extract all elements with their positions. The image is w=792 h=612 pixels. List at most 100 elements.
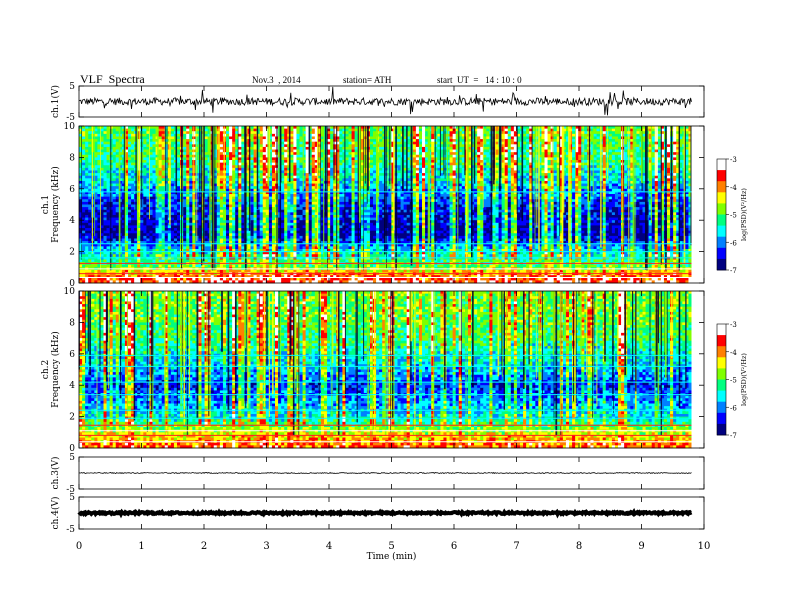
heatmap-cell (79, 144, 82, 147)
heatmap-cell (352, 150, 355, 153)
heatmap-cell (91, 144, 94, 147)
heatmap-cell (685, 142, 688, 145)
heatmap-cell (413, 147, 416, 150)
heatmap-cell (339, 131, 342, 134)
heatmap-cell (554, 139, 557, 142)
heatmap-cell (107, 142, 110, 145)
heatmap-cell (636, 139, 639, 142)
heatmap-cell (186, 139, 189, 142)
heatmap-cell (413, 142, 416, 145)
heatmap-cell (254, 129, 257, 132)
heatmap-cell (572, 131, 575, 134)
heatmap-cell (296, 136, 299, 139)
heatmap-cell (655, 147, 658, 150)
heatmap-cell (143, 150, 146, 153)
heatmap-cell (636, 136, 639, 139)
heatmap-cell (526, 126, 529, 129)
heatmap-cell (349, 142, 352, 145)
heatmap-cell (398, 147, 401, 150)
heatmap-cell (296, 139, 299, 142)
heatmap-cell (177, 129, 180, 132)
heatmap-cell (667, 150, 670, 153)
heatmap-cell (162, 139, 165, 142)
heatmap-cell (597, 147, 600, 150)
heatmap-cell (440, 134, 443, 137)
heatmap-cell (290, 150, 293, 153)
heatmap-cell (652, 147, 655, 150)
heatmap-cell (290, 142, 293, 145)
heatmap-cell (526, 147, 529, 150)
heatmap-cell (220, 150, 223, 153)
heatmap-cell (214, 144, 217, 147)
heatmap-cell (153, 142, 156, 145)
heatmap-cell (104, 152, 107, 155)
heatmap-cell (419, 136, 422, 139)
heatmap-cell (447, 131, 450, 134)
heatmap-cell (293, 129, 296, 132)
heatmap-cell (416, 142, 419, 145)
waveform-trace (79, 87, 692, 116)
heatmap-cell (422, 139, 425, 142)
heatmap-cell (496, 147, 499, 150)
heatmap-cell (450, 147, 453, 150)
heatmap-cell (594, 139, 597, 142)
heatmap-cell (345, 134, 348, 137)
heatmap-cell (281, 150, 284, 153)
heatmap-cell (477, 126, 480, 129)
heatmap-cell (312, 136, 315, 139)
heatmap-cell (447, 126, 450, 129)
heatmap-cell (440, 131, 443, 134)
heatmap-cell (551, 144, 554, 147)
heatmap-cell (272, 147, 275, 150)
heatmap-cell (379, 136, 382, 139)
heatmap-cell (263, 136, 266, 139)
heatmap-cell (554, 129, 557, 132)
heatmap-cell (416, 139, 419, 142)
heatmap-cell (104, 142, 107, 145)
heatmap-cell (149, 129, 152, 132)
heatmap-cell (673, 131, 676, 134)
heatmap-cell (300, 129, 303, 132)
heatmap-cell (652, 129, 655, 132)
heatmap-cell (523, 147, 526, 150)
heatmap-cell (214, 134, 217, 137)
heatmap-cell (349, 136, 352, 139)
heatmap-cell (545, 134, 548, 137)
heatmap-cell (511, 150, 514, 153)
heatmap-cell (541, 142, 544, 145)
heatmap-cell (189, 129, 192, 132)
heatmap-cell (300, 134, 303, 137)
heatmap-cell (477, 139, 480, 142)
heatmap-cell (450, 150, 453, 153)
heatmap-cell (113, 126, 116, 129)
heatmap-cell (453, 134, 456, 137)
heatmap-cell (508, 139, 511, 142)
heatmap-cell (379, 144, 382, 147)
heatmap-cell (419, 142, 422, 145)
heatmap-cell (541, 139, 544, 142)
heatmap-cell (612, 139, 615, 142)
heatmap-cell (624, 142, 627, 145)
heatmap-cell (232, 144, 235, 147)
heatmap-cell (636, 126, 639, 129)
heatmap-cell (419, 150, 422, 153)
heatmap-cell (526, 136, 529, 139)
heatmap-cell (673, 134, 676, 137)
heatmap-cell (584, 144, 587, 147)
heatmap-cell (149, 144, 152, 147)
heatmap-cell (110, 144, 113, 147)
heatmap-cell (254, 147, 257, 150)
heatmap-cell (548, 129, 551, 132)
heatmap-cell (431, 136, 434, 139)
heatmap-cell (116, 139, 119, 142)
heatmap-cell (88, 134, 91, 137)
heatmap-cell (296, 150, 299, 153)
heatmap-cell (416, 134, 419, 137)
heatmap-cell (226, 139, 229, 142)
heatmap-cell (229, 134, 232, 137)
heatmap-cell (143, 129, 146, 132)
heatmap-cell (284, 134, 287, 137)
heatmap-cell (541, 129, 544, 132)
heatmap-cell (505, 139, 508, 142)
